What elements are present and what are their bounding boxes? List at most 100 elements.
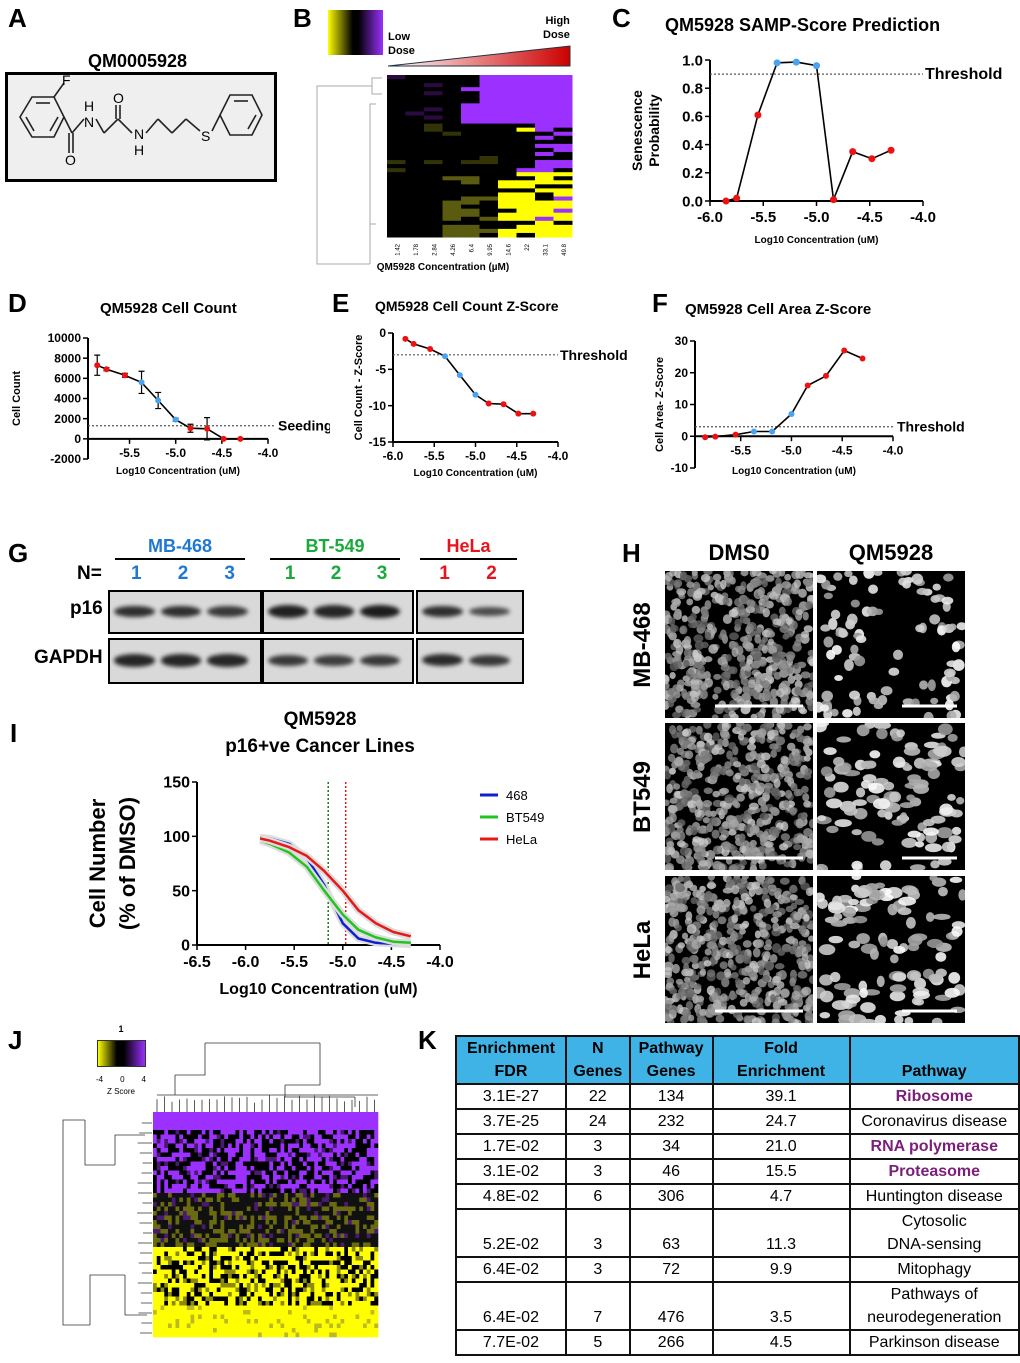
heatmap-cell — [175, 1287, 180, 1293]
cell — [808, 818, 813, 829]
panel-label-c: C — [612, 3, 631, 33]
heatmap-cell — [461, 224, 480, 230]
heatmap-cell — [280, 1233, 285, 1239]
cell — [742, 940, 752, 948]
heatmap-cell — [269, 1157, 274, 1162]
heatmap-cell — [194, 1292, 199, 1297]
heatmap-cell — [461, 151, 480, 157]
heatmap-cell — [171, 1152, 176, 1158]
cell — [712, 573, 722, 581]
cell — [748, 887, 756, 897]
heatmap-cell — [318, 1296, 323, 1302]
y-axis-label: Cell Area- Z-Score — [654, 357, 666, 452]
heatmap-cell — [276, 1256, 281, 1261]
heatmap-cell — [340, 1242, 345, 1248]
heatmap-cell — [321, 1148, 326, 1153]
concentration-label: 1.78 — [414, 243, 420, 255]
heatmap-cell — [461, 184, 480, 189]
cell — [752, 1001, 761, 1008]
heatmap-cell — [359, 1283, 364, 1288]
x-tick-label: -5.0 — [804, 209, 830, 226]
heatmap-cell — [250, 1224, 255, 1230]
cell — [719, 729, 730, 738]
heatmap-cell — [183, 1283, 188, 1288]
cell — [675, 924, 682, 932]
heatmap-cell — [186, 1238, 191, 1243]
cell — [666, 841, 675, 849]
heatmap-cell — [156, 1233, 161, 1239]
data-point — [402, 335, 409, 342]
heatmap-cell — [258, 1193, 263, 1198]
heatmap-cell — [310, 1152, 315, 1158]
heatmap-cell — [209, 1161, 214, 1167]
heatmap-cell — [231, 1292, 236, 1297]
cell — [749, 580, 757, 589]
cell — [675, 992, 684, 1000]
cell — [722, 738, 729, 748]
data-point — [750, 428, 757, 435]
heatmap-cell — [209, 1202, 214, 1207]
heatmap-cell — [186, 1143, 191, 1149]
heatmap-cell — [387, 216, 406, 222]
heatmap-cell — [175, 1238, 180, 1243]
heatmap-cell — [235, 1179, 240, 1185]
heatmap-cell — [498, 75, 517, 80]
heatmap-cell — [370, 1296, 375, 1302]
heatmap-cell — [461, 156, 480, 161]
heatmap-cell — [355, 1148, 360, 1153]
heatmap-cell — [516, 75, 536, 80]
heatmap-cell — [336, 1175, 341, 1180]
heatmap-cell — [498, 135, 517, 141]
heatmap-cell — [355, 1233, 360, 1239]
heatmap-cell — [183, 1202, 188, 1207]
cell — [753, 912, 764, 920]
cell — [698, 838, 709, 848]
heatmap-cell — [344, 1247, 349, 1252]
heatmap-cell — [348, 1211, 353, 1216]
heatmap-cell — [254, 1157, 259, 1162]
cell — [692, 590, 703, 599]
heatmap-cell — [424, 164, 443, 169]
heatmap-cell — [254, 1134, 259, 1140]
heatmap-cell — [306, 1287, 311, 1293]
heatmap-cell — [516, 220, 536, 226]
heatmap-cell — [291, 1242, 296, 1248]
cell — [737, 983, 746, 990]
heatmap-cell — [231, 1229, 236, 1234]
heatmap-cell — [171, 1224, 176, 1230]
cell — [929, 876, 938, 882]
heatmap-cell — [201, 1238, 206, 1243]
heatmap-cell — [340, 1215, 345, 1221]
heatmap-cell — [280, 1139, 285, 1144]
x-tick-label: -4.5 — [506, 449, 527, 463]
heatmap-cell — [374, 1233, 379, 1239]
heatmap-cell — [254, 1184, 259, 1189]
heatmap-cell — [216, 1121, 221, 1126]
data-point — [754, 111, 762, 119]
data-point — [788, 411, 795, 418]
heatmap-cell — [374, 1215, 379, 1221]
heatmap-cell — [288, 1175, 293, 1180]
heatmap-cell — [370, 1170, 375, 1176]
cell — [704, 810, 713, 818]
heatmap-cell — [183, 1233, 188, 1239]
heatmap-cell — [291, 1170, 296, 1176]
heatmap-cell — [235, 1148, 240, 1153]
heatmap-cell — [306, 1278, 311, 1284]
heatmap-cell — [318, 1211, 323, 1216]
cell — [853, 915, 868, 924]
heatmap-cell — [344, 1134, 349, 1140]
heatmap-cell — [235, 1193, 240, 1198]
heatmap-cell — [235, 1130, 240, 1135]
heatmap-cell — [374, 1265, 379, 1270]
cell — [699, 885, 706, 893]
heatmap-cell — [194, 1175, 199, 1180]
cell — [696, 905, 706, 915]
heatmap-cell — [284, 1287, 289, 1293]
heatmap-cell — [213, 1134, 218, 1140]
panel-label-d: D — [8, 288, 27, 318]
heatmap-cell — [269, 1139, 274, 1144]
heatmap-cell — [516, 180, 536, 185]
cell — [817, 815, 827, 822]
heatmap-cell — [220, 1215, 225, 1221]
